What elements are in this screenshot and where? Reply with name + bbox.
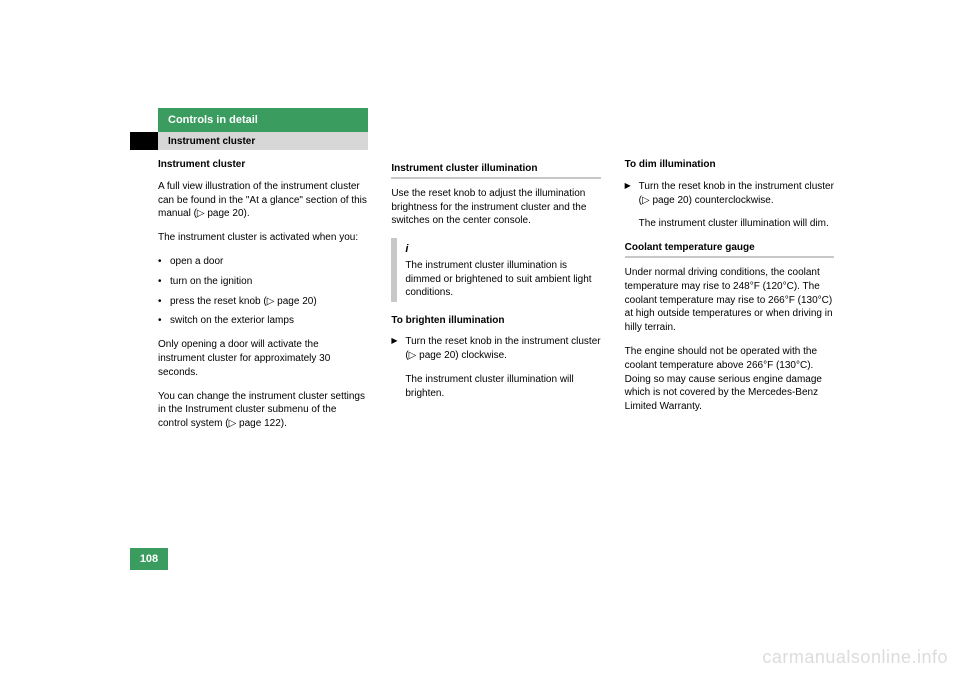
black-margin-tab [130,132,158,150]
col3-action-list: Turn the reset knob in the instrument cl… [625,180,834,208]
page-number: 108 [140,553,158,565]
action-item: Turn the reset knob in the instrument cl… [391,335,600,363]
col3-heading: Coolant temperature gauge [625,241,834,258]
info-text: The instrument cluster illumination is d… [405,260,591,298]
section-title: Controls in detail [168,114,258,126]
section-header-tab: Controls in detail [158,108,368,132]
col3-subheading-a: To dim illumination [625,158,834,172]
info-note-box: i The instrument cluster illumination is… [391,238,600,301]
col1-heading: Instrument cluster [158,158,367,172]
col2-p1: Use the reset knob to adjust the illumin… [391,187,600,228]
list-item: open a door [158,255,367,269]
watermark-text: carmanualsonline.info [762,647,948,668]
col3-p2: The engine should not be operated with t… [625,345,834,414]
column-1: Instrument cluster A full view illustrat… [158,158,367,441]
page-number-badge: 108 [130,548,168,570]
column-2: Instrument cluster illumination Use the … [391,158,600,441]
col1-p4: You can change the instrument cluster se… [158,390,367,431]
col3-p1: Under normal driving conditions, the coo… [625,266,834,335]
list-item: press the reset knob (▷ page 20) [158,295,367,309]
column-3: To dim illumination Turn the reset knob … [625,158,834,441]
col2-action-list: Turn the reset knob in the instrument cl… [391,335,600,363]
list-item: turn on the ignition [158,275,367,289]
col1-p2: The instrument cluster is activated when… [158,231,367,245]
col2-result: The instrument cluster illumination will… [391,373,600,401]
col1-p3: Only opening a door will activate the in… [158,338,367,379]
col1-bullet-list: open a door turn on the ignition press t… [158,255,367,328]
action-item: Turn the reset knob in the instrument cl… [625,180,834,208]
col1-p1: A full view illustration of the instrume… [158,180,367,221]
subsection-bar: Instrument cluster [158,132,368,150]
content-columns: Instrument cluster A full view illustrat… [158,158,834,441]
col2-subheading: To brighten illumination [391,314,600,328]
col2-heading: Instrument cluster illumination [391,162,600,179]
list-item: switch on the exterior lamps [158,314,367,328]
subsection-title: Instrument cluster [168,136,255,147]
col3-result: The instrument cluster illumination will… [625,217,834,231]
info-icon: i [405,242,594,257]
manual-page: Controls in detail Instrument cluster In… [0,0,960,678]
